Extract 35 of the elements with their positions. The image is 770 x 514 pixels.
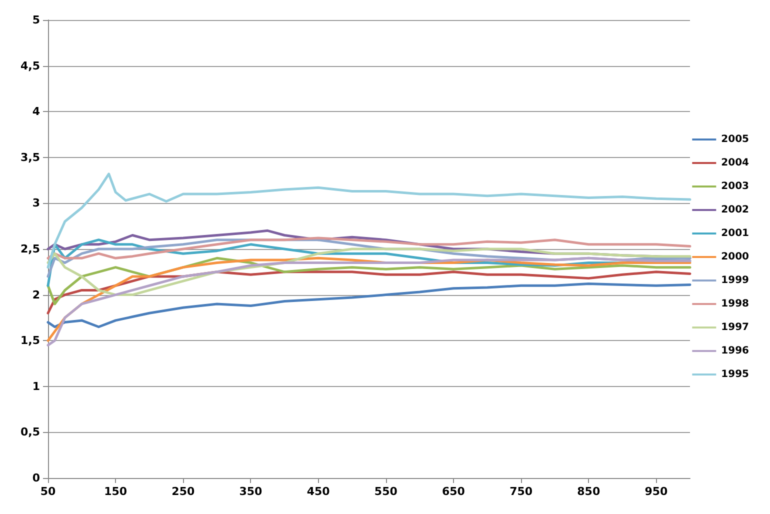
legend-label: 1999 <box>721 275 750 286</box>
y-tick-label: 0 <box>32 472 40 484</box>
legend-label: 1995 <box>721 369 750 380</box>
line-series <box>46 282 692 328</box>
legend-label: 2002 <box>721 204 750 216</box>
x-tick-label: 450 <box>306 485 330 498</box>
x-tick-label: 150 <box>104 485 128 498</box>
y-tick-label: 3,5 <box>20 150 40 164</box>
line-series <box>46 172 692 269</box>
y-tick-label: 2,5 <box>20 242 40 256</box>
y-tick-label: 1,5 <box>20 334 40 348</box>
y-tick-label: 2 <box>32 288 40 302</box>
legend-label: 2001 <box>721 228 750 239</box>
line-series <box>46 236 692 260</box>
x-tick-label: 850 <box>577 485 600 498</box>
legend-label: 2005 <box>721 134 750 145</box>
y-tick-label: 3 <box>32 196 40 210</box>
legend-label: 2003 <box>721 181 750 192</box>
legend-label: 2000 <box>721 252 750 262</box>
legend-label: 2004 <box>721 158 750 168</box>
x-tick-label: 50 <box>40 485 56 498</box>
x-tick-label: 650 <box>442 485 466 498</box>
y-tick-label: 5 <box>32 14 40 26</box>
y-tick-label: 4 <box>32 105 40 118</box>
y-tick-label: 1 <box>32 380 40 393</box>
legend-label: 1996 <box>721 346 750 356</box>
x-tick-label: 250 <box>172 485 195 498</box>
x-tick-label: 750 <box>510 485 533 498</box>
x-tick-label: 350 <box>239 485 263 498</box>
y-tick-label: 4,5 <box>20 59 40 72</box>
legend-label: 1998 <box>721 298 750 310</box>
x-tick-label: 550 <box>374 485 398 498</box>
y-tick-label: 0,5 <box>20 426 40 439</box>
legend-label: 1997 <box>721 322 750 333</box>
x-tick-label: 950 <box>644 485 668 498</box>
